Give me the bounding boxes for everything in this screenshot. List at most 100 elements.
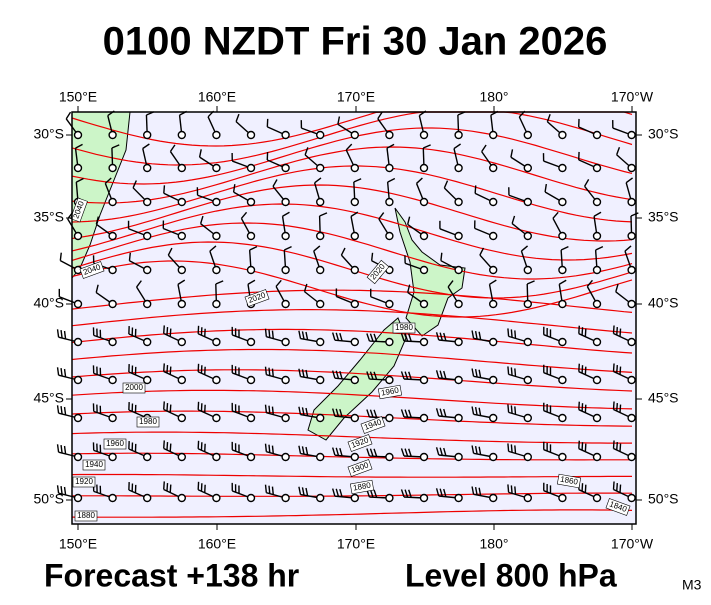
barb-station <box>455 415 462 422</box>
barb-station <box>178 415 185 422</box>
barb-flag <box>170 329 171 337</box>
barb-station <box>490 301 497 308</box>
lon-label: 150°E <box>59 89 97 105</box>
barb-station <box>490 415 497 422</box>
barb-station <box>351 199 358 206</box>
barb-station <box>559 339 566 346</box>
lon-label: 180° <box>480 536 509 552</box>
lat-label: 35°S <box>648 209 679 225</box>
contour-label: 1980 <box>137 417 159 427</box>
lon-label: 160°E <box>198 536 236 552</box>
barb-station <box>351 267 358 274</box>
lon-label: 180° <box>480 89 509 105</box>
barb-station <box>594 233 601 240</box>
barb-flag <box>164 401 165 409</box>
barb-flag <box>272 407 273 415</box>
contour-label-text: 2000 <box>125 383 143 392</box>
lat-label: 45°S <box>33 390 64 406</box>
lon-label: 170°E <box>337 89 375 105</box>
barb-flag <box>65 369 66 377</box>
barb-station <box>386 415 393 422</box>
barb-flag <box>61 330 62 338</box>
contour-label-text: 1880 <box>77 511 95 520</box>
barb-flag <box>511 405 512 413</box>
barb-station <box>628 339 635 346</box>
barb-flag <box>129 253 130 261</box>
barb-flag <box>617 327 618 335</box>
barb-station <box>144 199 151 206</box>
barb-station <box>144 454 151 461</box>
barb-station <box>178 377 185 384</box>
barb-station <box>109 454 116 461</box>
barb-station <box>628 377 635 384</box>
barb-station <box>421 233 428 240</box>
barb-station <box>351 495 358 502</box>
barb-station <box>109 132 116 139</box>
barb-station <box>213 377 220 384</box>
barb-station <box>628 165 635 172</box>
barb-station <box>490 339 497 346</box>
barb-flag <box>164 363 165 371</box>
barb-station <box>248 233 255 240</box>
lon-label: 150°E <box>59 536 97 552</box>
title: 0100 NZDT Fri 30 Jan 2026 <box>103 20 608 64</box>
barb-station <box>594 301 601 308</box>
barb-station <box>75 233 82 240</box>
barb-flag <box>272 331 273 339</box>
barb-station <box>594 199 601 206</box>
barb-station <box>213 415 220 422</box>
barb-station <box>178 132 185 139</box>
barb-station <box>559 132 566 139</box>
lon-label: 170°W <box>611 536 654 552</box>
contour-label-text: 1960 <box>106 439 124 448</box>
barb-station <box>213 267 220 274</box>
barb-station <box>594 495 601 502</box>
barb-flag <box>58 329 59 337</box>
barb-flag <box>167 327 168 335</box>
barb-station <box>248 415 255 422</box>
barb-station <box>524 199 531 206</box>
level-label: Level 800 hPa <box>405 557 617 593</box>
barb-flag <box>167 403 168 411</box>
barb-station <box>109 415 116 422</box>
lat-label: 30°S <box>33 126 64 142</box>
barb-station <box>490 377 497 384</box>
barb-flag <box>269 368 270 376</box>
barb-flag <box>167 442 168 450</box>
barb-station <box>317 495 324 502</box>
barb-station <box>144 267 151 274</box>
barb-flag <box>167 483 168 491</box>
barb-station <box>559 415 566 422</box>
barb-station <box>282 301 289 308</box>
contour-label-text: 1920 <box>75 477 93 486</box>
barb-flag <box>65 487 66 495</box>
barb-station <box>594 415 601 422</box>
barb-flag <box>508 404 509 412</box>
barb-flag <box>441 253 442 261</box>
lon-label: 170°E <box>337 536 375 552</box>
barb-flag <box>65 331 66 339</box>
barb-station <box>75 132 82 139</box>
barb-station <box>386 165 393 172</box>
barb-station <box>178 165 185 172</box>
barb-station <box>317 301 324 308</box>
barb-flag <box>61 406 62 414</box>
barb-station <box>386 233 393 240</box>
barb-station <box>524 301 531 308</box>
barb-station <box>455 267 462 274</box>
barb-station <box>524 377 531 384</box>
barb-flag <box>269 330 270 338</box>
barb-station <box>317 454 324 461</box>
barb-flag <box>515 330 516 338</box>
barb-flag <box>164 440 165 448</box>
contour-label-text: 1940 <box>85 460 103 469</box>
barb-station <box>386 301 393 308</box>
barb-station <box>628 199 635 206</box>
barb-flag <box>620 444 621 452</box>
barb-station <box>455 132 462 139</box>
barb-flag <box>511 367 512 375</box>
barb-station <box>317 377 324 384</box>
barb-flag <box>511 444 512 452</box>
barb-flag <box>508 366 509 374</box>
